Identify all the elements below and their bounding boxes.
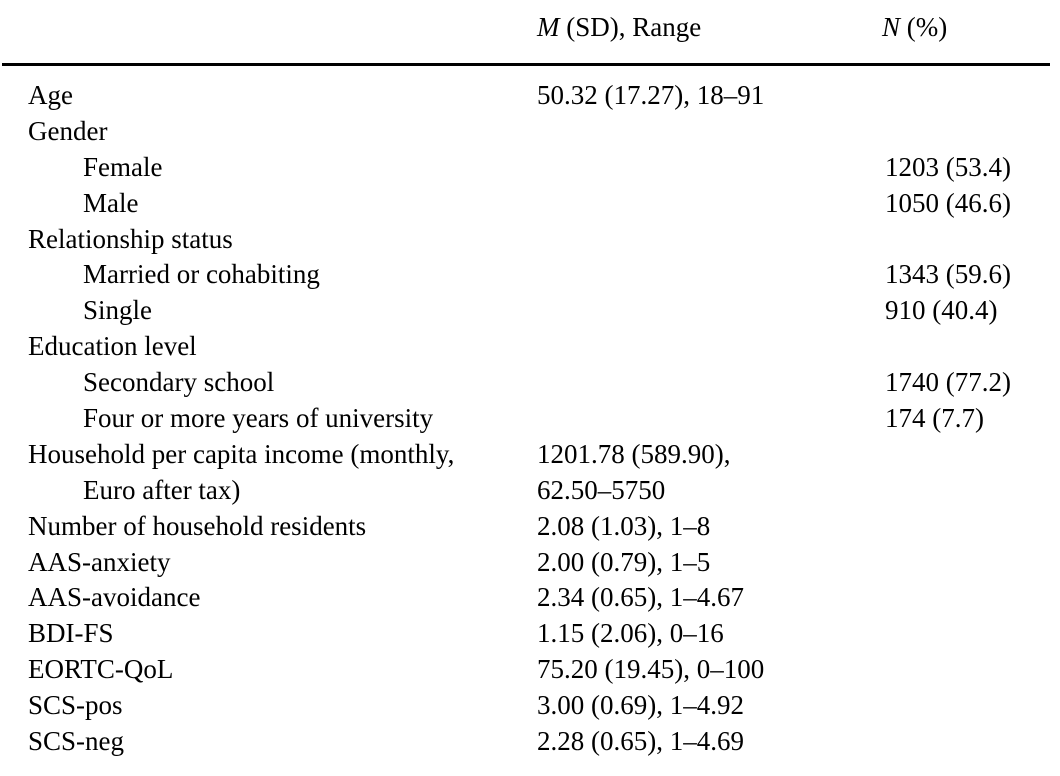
row-count-value (885, 78, 1060, 114)
row-count-value (885, 580, 1060, 616)
row-label: Four or more years of university (83, 403, 434, 434)
table-row: Secondary school 1740 (77.2) (0, 365, 1060, 401)
table-row: SCS-pos 3.00 (0.69), 1–4.92 (0, 688, 1060, 724)
row-label: Male (83, 187, 139, 218)
table-row: Age 50.32 (17.27), 18–91 (0, 78, 1060, 114)
row-count-value (885, 114, 1060, 150)
row-label: AAS-avoidance (28, 582, 201, 613)
row-label: Secondary school (83, 367, 275, 398)
row-count-value: 1740 (77.2) (885, 367, 1011, 398)
table-row: AAS-avoidance 2.34 (0.65), 1–4.67 (0, 580, 1060, 616)
row-label: AAS-anxiety (28, 546, 171, 577)
row-stat-value: 2.34 (0.65), 1–4.67 (537, 582, 744, 613)
row-label: Gender (28, 115, 108, 146)
row-stat-value (537, 329, 885, 365)
row-count-value: 174 (7.7) (885, 403, 984, 434)
table-row: Number of household residents 2.08 (1.03… (0, 509, 1060, 545)
row-label: SCS-neg (28, 726, 125, 757)
table-row: EORTC-QoL 75.20 (19.45), 0–100 (0, 652, 1060, 688)
table-row: Euro after tax) 62.50–5750 (0, 473, 1060, 509)
table-row: Relationship status (0, 222, 1060, 258)
col-header-n-pct: N (%) (882, 10, 947, 46)
row-stat-value: 50.32 (17.27), 18–91 (537, 80, 765, 110)
m-header-rest: (SD), Range (559, 12, 702, 42)
table-row: Four or more years of university 174 (7.… (0, 401, 1060, 437)
table-header-row: M (SD), Range N (%) (0, 10, 1060, 46)
row-count-value: 1050 (46.6) (885, 187, 1011, 218)
table-row: Married or cohabiting 1343 (59.6) (0, 257, 1060, 293)
row-count-value (885, 616, 1060, 652)
row-count-value: 1343 (59.6) (885, 259, 1011, 290)
row-label: SCS-pos (28, 690, 123, 721)
row-count-value (885, 473, 1060, 509)
row-stat-value (537, 222, 885, 258)
table-row: SCS-neg 2.28 (0.65), 1–4.69 (0, 724, 1060, 760)
table-row: Female 1203 (53.4) (0, 150, 1060, 186)
row-stat-value (537, 365, 885, 401)
col-header-m-sd-range: M (SD), Range (537, 10, 701, 46)
table-row: Gender (0, 114, 1060, 150)
row-stat-value (537, 293, 885, 329)
row-count-value (885, 329, 1060, 365)
row-count-value (885, 222, 1060, 258)
row-stat-value (537, 401, 885, 437)
row-label: Age (28, 80, 73, 110)
m-symbol: M (537, 12, 560, 42)
row-stat-value (537, 257, 885, 293)
row-stat-value: 2.08 (1.03), 1–8 (537, 510, 711, 541)
row-stat-value (537, 186, 885, 222)
row-label: Euro after tax) (83, 474, 241, 505)
row-count-value (885, 509, 1060, 545)
table-row: Male 1050 (46.6) (0, 186, 1060, 222)
row-count-value (885, 652, 1060, 688)
row-count-value (885, 724, 1060, 760)
row-label: Number of household residents (28, 510, 367, 541)
row-label: Married or cohabiting (83, 259, 320, 290)
row-stat-value: 1.15 (2.06), 0–16 (537, 618, 724, 649)
table-row: AAS-anxiety 2.00 (0.79), 1–5 (0, 545, 1060, 581)
row-stat-value: 75.20 (19.45), 0–100 (537, 654, 765, 685)
row-stat-value (537, 114, 885, 150)
table-body: Age 50.32 (17.27), 18–91 Gender Female 1… (0, 78, 1060, 760)
row-label: Household per capita income (monthly, (28, 438, 455, 469)
row-count-value (885, 437, 1060, 473)
row-stat-value: 3.00 (0.69), 1–4.92 (537, 690, 744, 721)
n-symbol: N (882, 12, 901, 42)
row-label: Relationship status (28, 223, 233, 254)
row-label: Female (83, 151, 163, 182)
table-row: Education level (0, 329, 1060, 365)
n-header-rest: (%) (900, 12, 948, 42)
row-stat-value: 1201.78 (589.90), (537, 438, 731, 469)
row-count-value (885, 545, 1060, 581)
row-count-value (885, 688, 1060, 724)
table-row: Single 910 (40.4) (0, 293, 1060, 329)
row-stat-value (537, 150, 885, 186)
row-count-value: 910 (40.4) (885, 295, 998, 326)
row-label: EORTC-QoL (28, 654, 174, 685)
row-count-value: 1203 (53.4) (885, 151, 1011, 182)
row-label: Education level (28, 331, 197, 362)
table-row: BDI-FS 1.15 (2.06), 0–16 (0, 616, 1060, 652)
row-label: BDI-FS (28, 618, 114, 649)
table-row: Household per capita income (monthly, 12… (0, 437, 1060, 473)
row-stat-value: 62.50–5750 (537, 474, 666, 505)
header-rule (2, 63, 1050, 66)
row-stat-value: 2.28 (0.65), 1–4.69 (537, 726, 744, 757)
row-stat-value: 2.00 (0.79), 1–5 (537, 546, 711, 577)
row-label: Single (83, 295, 153, 326)
